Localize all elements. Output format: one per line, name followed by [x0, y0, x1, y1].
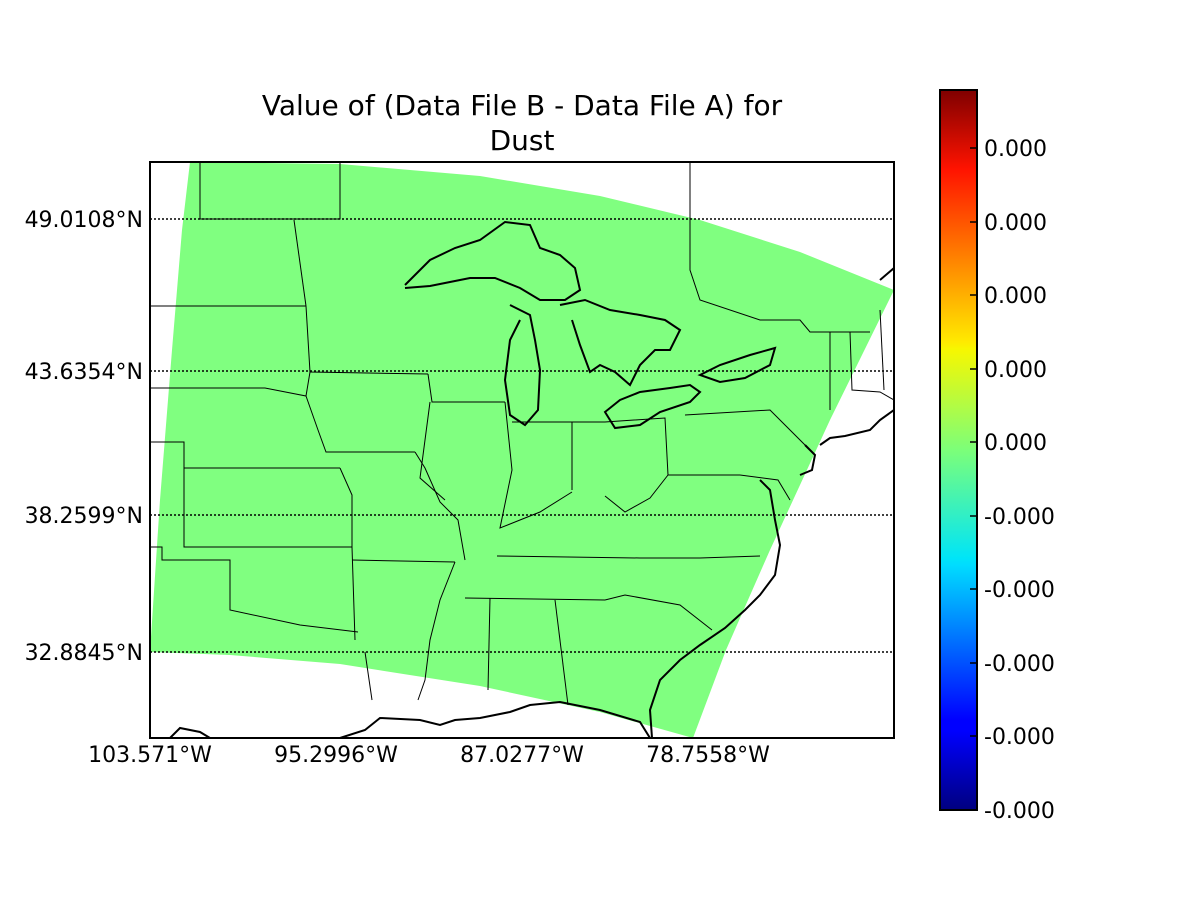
lon-label: 103.571°W: [88, 743, 212, 768]
map-axes: [150, 162, 894, 738]
lat-labels: 49.0108°N 43.6354°N 38.2599°N 32.8845°N: [25, 208, 143, 666]
colorbar-tick-label: 0.000: [984, 137, 1047, 162]
data-domain-fill: [150, 162, 894, 738]
lat-label: 32.8845°N: [25, 641, 143, 666]
colorbar-tick-label: 0.000: [984, 284, 1047, 309]
colorbar-tick-label: -0.000: [984, 725, 1055, 750]
coastlines: [169, 220, 894, 738]
colorbar-ticks: [970, 147, 977, 737]
title-line-1: Value of (Data File B - Data File A) for: [261, 89, 783, 122]
colorbar-tick-label: -0.000: [984, 799, 1055, 824]
colorbar-tick-label: -0.000: [984, 578, 1055, 603]
colorbar: 0.000 0.000 0.000 0.000 0.000 -0.000 -0.…: [939, 89, 1055, 824]
map-frame: [149, 161, 895, 739]
map-title: Value of (Data File B - Data File A) for…: [150, 88, 894, 158]
lon-label: 78.7558°W: [646, 743, 770, 768]
lon-label: 87.0277°W: [460, 743, 584, 768]
colorbar-tick-label: 0.000: [984, 211, 1047, 236]
lat-label: 43.6354°N: [25, 360, 143, 385]
colorbar-gradient: [939, 89, 978, 811]
lat-label: 49.0108°N: [25, 208, 143, 233]
colorbar-tick-label: -0.000: [984, 505, 1055, 530]
colorbar-tick-label: -0.000: [984, 652, 1055, 677]
colorbar-tick-label: 0.000: [984, 358, 1047, 383]
lat-gridlines: [150, 218, 894, 653]
title-line-2: Dust: [489, 124, 555, 157]
lon-labels: 103.571°W 95.2996°W 87.0277°W 78.7558°W: [88, 743, 770, 768]
lon-label: 95.2996°W: [274, 743, 398, 768]
lat-label: 38.2599°N: [25, 504, 143, 529]
colorbar-tick-label: 0.000: [984, 431, 1047, 456]
